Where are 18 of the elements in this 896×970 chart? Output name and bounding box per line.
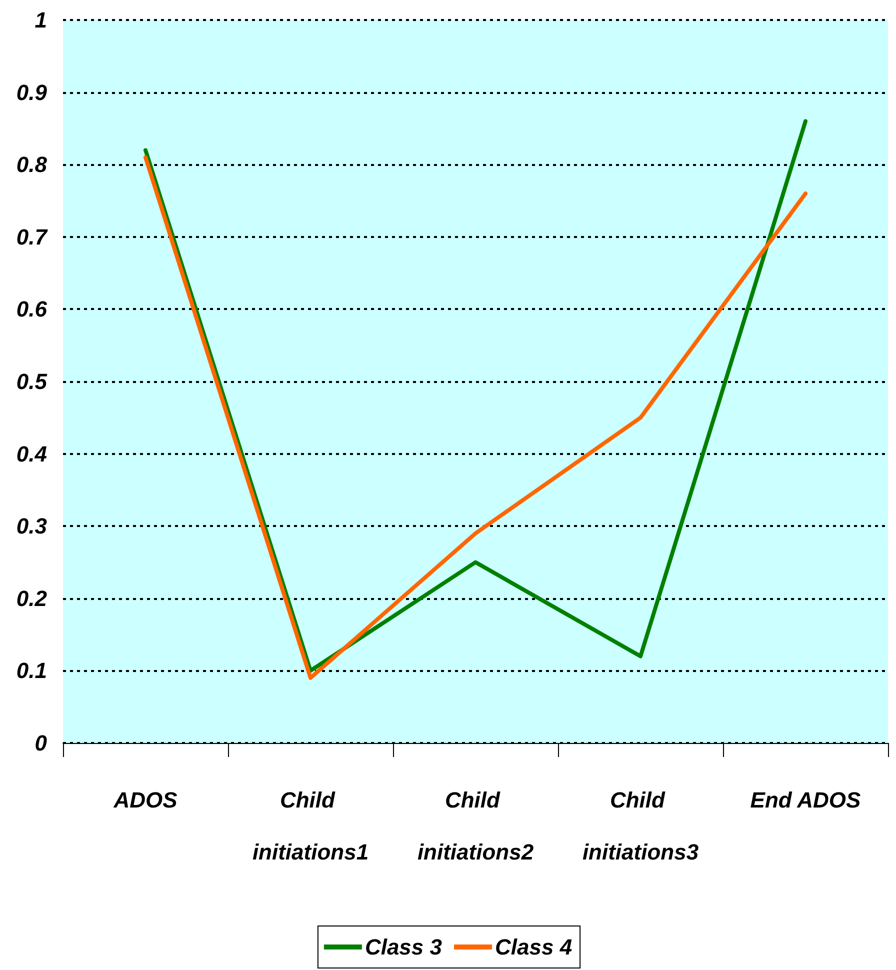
y-tick-label: 0.9 xyxy=(16,80,48,105)
y-tick-label: 0.8 xyxy=(16,152,48,178)
y-tick-label: 0.4 xyxy=(16,441,47,466)
x-tick-label: ADOS xyxy=(112,788,178,812)
y-tick-label: 0.1 xyxy=(16,658,47,684)
y-tick-label: 0.5 xyxy=(16,369,48,394)
y-tick-label: 0.6 xyxy=(16,296,48,322)
category-label: Child initiations1 xyxy=(252,788,369,864)
y-tick-label: 0.3 xyxy=(16,514,47,539)
y-tick-label: 1 xyxy=(34,8,47,32)
y-tick-label: 0 xyxy=(34,730,48,756)
x-tick-label: End ADOS xyxy=(750,788,862,812)
legend-label: Class 3 xyxy=(364,934,442,960)
y-tick-label: 0.2 xyxy=(16,586,48,611)
legend-label: Class 4 xyxy=(495,934,572,960)
category-label: Child initiations2 xyxy=(417,788,534,864)
category-label: Child initiations3 xyxy=(582,788,699,864)
y-tick-label: 0.7 xyxy=(16,224,49,250)
